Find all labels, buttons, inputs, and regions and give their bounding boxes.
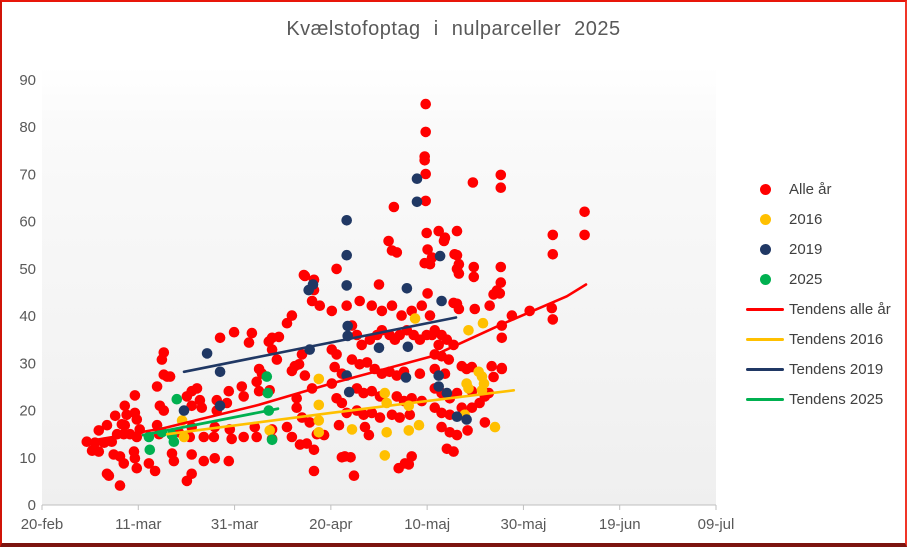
- y-axis: 0 10 20 30 40 50 60 70 80 90: [19, 72, 36, 514]
- svg-text:10-maj: 10-maj: [404, 516, 450, 533]
- legend-item-tendens-2019[interactable]: Tendens 2019: [746, 354, 905, 384]
- legend-label: Tendens 2019: [789, 360, 884, 378]
- legend-line-swatch: [746, 397, 784, 401]
- svg-text:31-mar: 31-mar: [211, 516, 259, 533]
- svg-text:90: 90: [19, 72, 36, 89]
- legend-line-swatch: [746, 367, 784, 371]
- svg-text:09-jul: 09-jul: [698, 516, 735, 533]
- svg-text:10: 10: [19, 450, 36, 467]
- legend-item-2016[interactable]: 2016: [746, 204, 905, 234]
- legend-label: 2025: [789, 270, 823, 288]
- svg-text:30: 30: [19, 355, 36, 372]
- svg-text:20-apr: 20-apr: [309, 516, 352, 533]
- svg-text:19-jun: 19-jun: [599, 516, 641, 533]
- legend-item-2019[interactable]: 2019: [746, 234, 905, 264]
- svg-text:40: 40: [19, 308, 36, 325]
- svg-text:30-maj: 30-maj: [500, 516, 546, 533]
- trendline-tendens-alle-r: [84, 283, 588, 444]
- trendline-tendens-2025: [141, 407, 280, 437]
- trendline-tendens-2016: [165, 388, 516, 436]
- legend-label: 2016: [789, 210, 823, 228]
- series-2019: [178, 173, 472, 425]
- x-axis: 20-feb 11-mar 31-mar 20-apr 10-maj 30-maj 19-j…: [21, 504, 735, 533]
- legend-label: Tendens 2025: [789, 390, 884, 408]
- svg-text:11-mar: 11-mar: [115, 516, 161, 533]
- chart-title: Kvælstofoptag i nulparceller 2025: [286, 18, 621, 40]
- legend-dot-swatch: [746, 243, 784, 255]
- svg-text:20-feb: 20-feb: [21, 516, 64, 533]
- trendline-tendens-2019: [182, 316, 458, 374]
- svg-text:50: 50: [19, 261, 36, 278]
- svg-text:60: 60: [19, 214, 36, 231]
- legend-item-2025[interactable]: 2025: [746, 264, 905, 294]
- legend-item-tendens-alle-r[interactable]: Tendens alle år: [746, 294, 905, 324]
- legend-dot-swatch: [746, 213, 784, 225]
- legend-item-tendens-2025[interactable]: Tendens 2025: [746, 384, 905, 414]
- legend-label: Tendens 2016: [789, 330, 884, 348]
- legend-dot-swatch: [746, 273, 784, 285]
- legend-item-tendens-2016[interactable]: Tendens 2016: [746, 324, 905, 354]
- legend-line-swatch: [746, 307, 784, 311]
- legend-label: 2019: [789, 240, 823, 258]
- legend-line-swatch: [746, 337, 784, 341]
- legend: Alle år 2016 2019 2025 Tendens alle år Tenden…: [746, 174, 905, 414]
- legend-item-alle-r[interactable]: Alle år: [746, 174, 905, 204]
- legend-dot-swatch: [746, 183, 784, 195]
- legend-label: Alle år: [789, 180, 832, 198]
- svg-text:0: 0: [28, 497, 36, 514]
- legend-label: Tendens alle år: [789, 300, 891, 318]
- svg-text:70: 70: [19, 166, 36, 183]
- svg-text:20: 20: [19, 403, 36, 420]
- svg-text:80: 80: [19, 119, 36, 136]
